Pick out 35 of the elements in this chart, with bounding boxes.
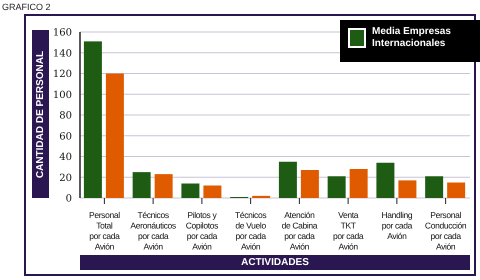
x-tick-label: Técnicos Aeronáuticos por cada Avión: [130, 210, 176, 252]
bar: [106, 74, 124, 198]
x-tick-label: Personal Conducción por cada Avión: [424, 210, 467, 252]
x-tick-label: Pilotos y Copilotos por cada Avión: [186, 210, 218, 252]
x-axis-title: ACTIVIDADES: [80, 255, 470, 270]
y-tick-label: 60: [59, 131, 72, 142]
bar: [398, 180, 416, 198]
x-tick-label: Técnicos de Vuelo por cada Avión: [235, 210, 266, 252]
bar: [447, 182, 466, 198]
y-tick-label: 20: [59, 172, 72, 184]
x-tick-label: Handling por cada Avión: [381, 210, 413, 241]
bar: [350, 168, 368, 198]
bar: [278, 162, 297, 198]
y-tick-label: 40: [59, 152, 72, 164]
x-tick-label: Personal Total por cada Avión: [89, 210, 120, 252]
legend-label: Media Empresas Internacionales: [372, 26, 452, 50]
bar: [154, 174, 173, 198]
y-tick-label: 80: [59, 110, 72, 122]
bar: [132, 172, 151, 198]
bar: [376, 162, 394, 198]
bar: [84, 41, 102, 198]
y-tick-label: 100: [52, 90, 72, 101]
y-tick-label: 160: [52, 28, 72, 39]
x-tick-label: Atención de Cabina por cada Avión: [282, 210, 318, 252]
y-tick-label: 140: [52, 48, 72, 60]
y-axis-title: CANTIDAD DE PERSONAL: [35, 50, 46, 178]
bar: [181, 183, 200, 198]
chart-title: GRAFICO 2: [2, 2, 51, 12]
x-tick-label: Venta TKT por cada Avión: [332, 210, 364, 252]
bar: [328, 176, 346, 198]
y-tick-label: 0: [66, 194, 72, 205]
y-tick-label: 120: [52, 69, 72, 80]
bar: [300, 170, 319, 198]
bar: [425, 176, 444, 198]
bar: [203, 186, 222, 198]
